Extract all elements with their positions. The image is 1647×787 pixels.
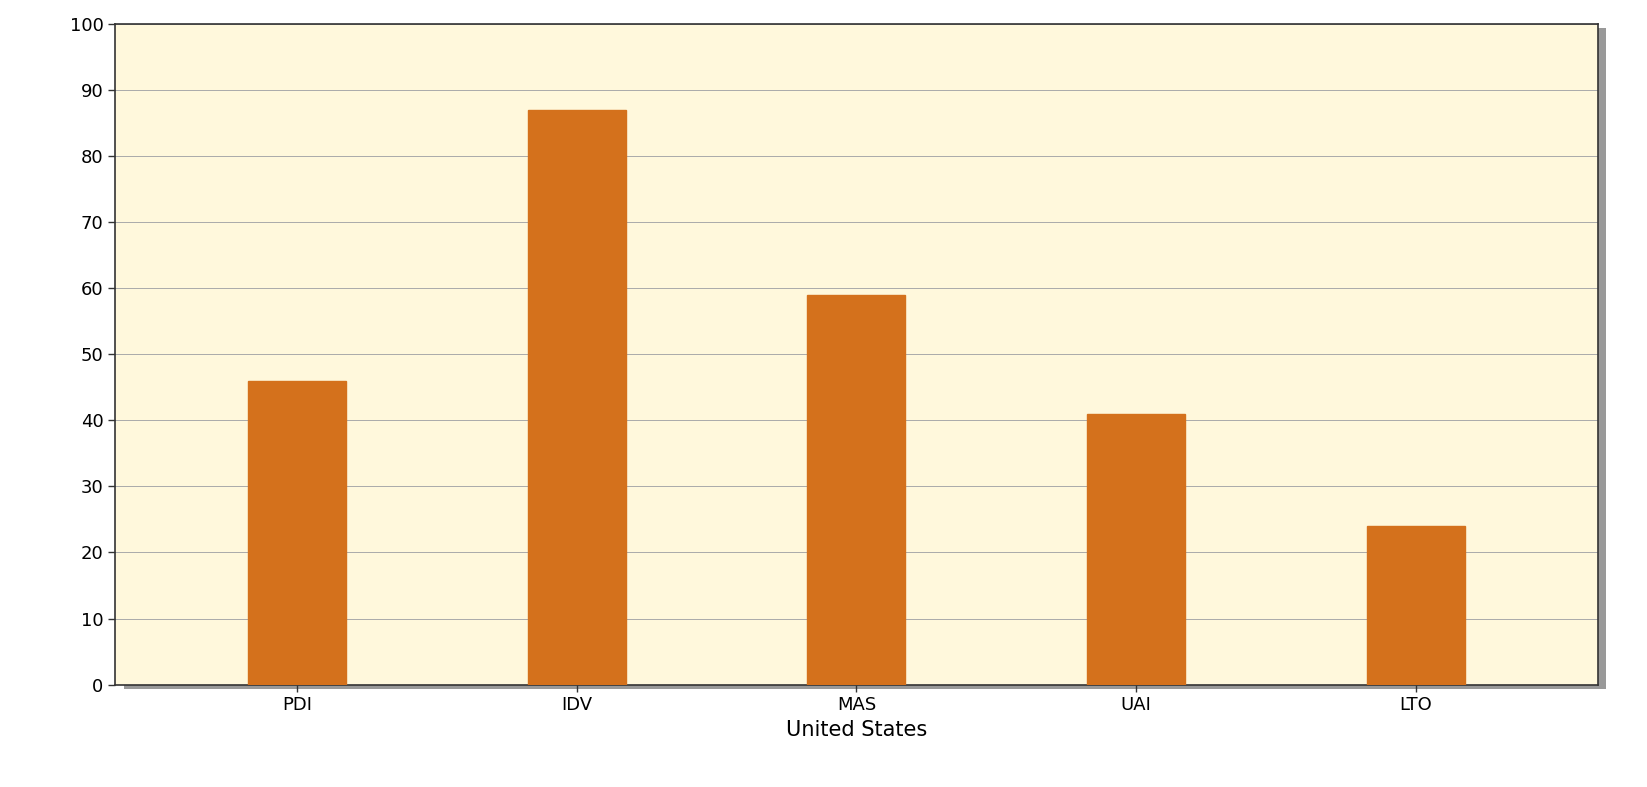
Bar xyxy=(1367,526,1464,685)
Bar xyxy=(249,381,346,685)
X-axis label: United States: United States xyxy=(786,720,927,740)
Bar xyxy=(527,109,626,685)
Bar xyxy=(1087,414,1186,685)
Bar xyxy=(807,294,906,685)
